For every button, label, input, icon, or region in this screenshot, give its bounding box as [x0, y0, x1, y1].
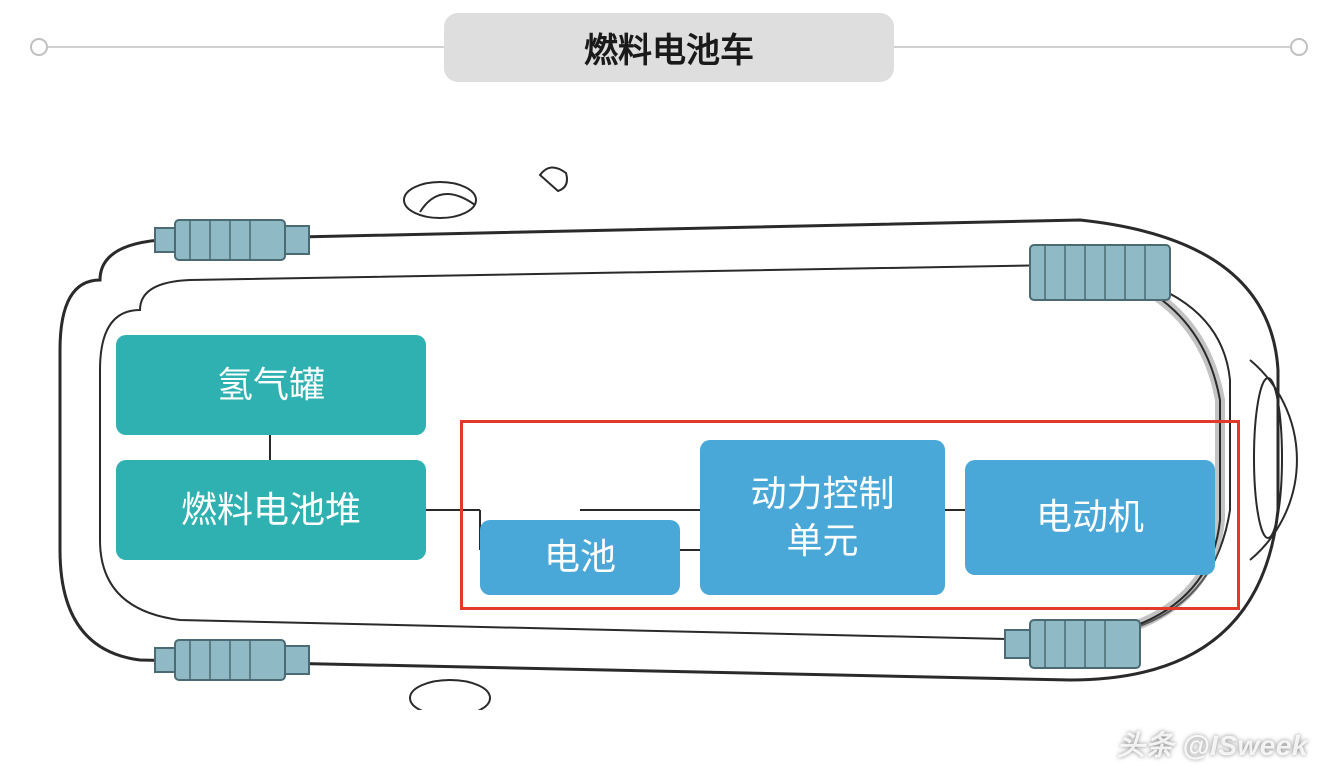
box-fuel-cell-stack: 燃料电池堆: [116, 460, 426, 560]
label-fuel-cell-stack: 燃料电池堆: [181, 487, 361, 534]
box-hydrogen-tank: 氢气罐: [116, 335, 426, 435]
mech-front-right: [1005, 620, 1140, 668]
mech-rear-right: [155, 640, 309, 680]
label-hydrogen-tank: 氢气罐: [217, 362, 325, 409]
title-line-right: [894, 46, 1290, 48]
title-bar: 燃料电池车: [30, 18, 1308, 76]
title-dot-right: [1290, 38, 1308, 56]
watermark: 头条 @ISweek: [1117, 724, 1308, 764]
title-line-left: [48, 46, 444, 48]
mech-front-left: [1030, 245, 1170, 300]
highlight-box: [460, 420, 1240, 610]
title-dot-left: [30, 38, 48, 56]
page-title: 燃料电池车: [444, 13, 894, 82]
mech-rear-left: [155, 220, 309, 260]
